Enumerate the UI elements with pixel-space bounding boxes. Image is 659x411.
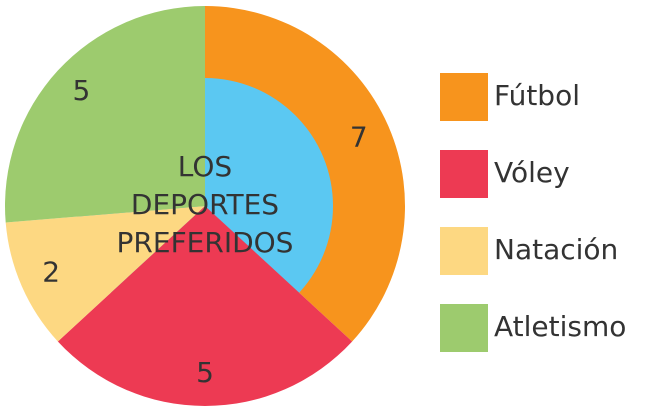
- slice: [57, 206, 353, 407]
- legend-swatch: [440, 73, 488, 121]
- legend-swatch: [440, 150, 488, 198]
- data-label: 5: [72, 74, 90, 107]
- slice: [5, 206, 205, 342]
- legend-label: Atletismo: [494, 310, 626, 343]
- data-label: 2: [42, 255, 60, 288]
- legend-label: Vóley: [494, 156, 570, 189]
- center-title: PREFERIDOS: [117, 226, 294, 259]
- data-label: 7: [350, 121, 368, 154]
- legend-label: Natación: [494, 233, 618, 266]
- legend-swatch: [440, 304, 488, 352]
- center-title: DEPORTES: [131, 188, 279, 221]
- data-label: 5: [196, 356, 214, 389]
- legend-swatch: [440, 227, 488, 275]
- center-title: LOS: [178, 150, 232, 183]
- legend-label: Fútbol: [494, 79, 580, 112]
- slice: [4, 6, 205, 223]
